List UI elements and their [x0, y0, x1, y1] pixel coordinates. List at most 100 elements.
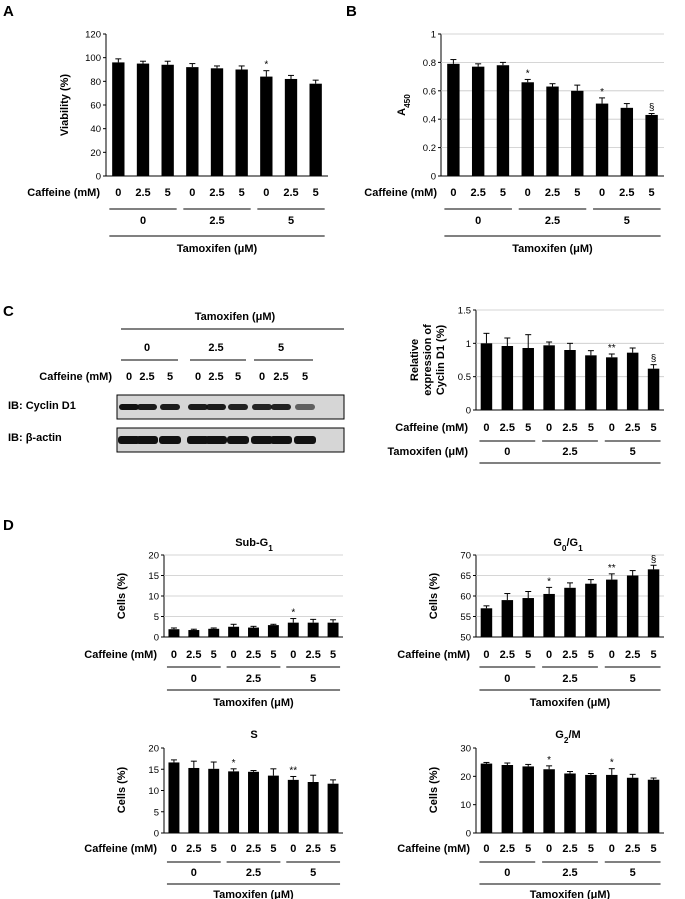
caffeine-level-label: 0	[290, 649, 296, 661]
y-tick-label: 80	[90, 77, 101, 88]
caffeine-level-label: 0	[290, 843, 296, 855]
tamoxifen-level-label: 5	[310, 673, 316, 685]
caffeine-level-label: 0	[483, 843, 489, 855]
bar	[543, 769, 555, 833]
caffeine-level-label: 5	[588, 649, 594, 661]
caffeine-level-label: 5	[650, 649, 656, 661]
caffeine-level-label: 0	[115, 187, 121, 199]
bar	[501, 765, 514, 833]
significance-mark: *	[600, 87, 604, 98]
y-axis-title: A450	[396, 94, 412, 116]
blot-tamoxifen-level: 5	[278, 342, 284, 354]
caffeine-level-label: 2.5	[306, 649, 321, 661]
bar	[606, 579, 618, 637]
tamoxifen-level-label: 5	[288, 215, 294, 227]
bar	[112, 62, 125, 176]
bar	[307, 782, 319, 833]
bar	[564, 587, 576, 637]
significance-mark: §	[651, 354, 657, 365]
caffeine-level-label: 0	[171, 843, 177, 855]
y-axis-title: Cells (%)	[116, 572, 128, 619]
y-tick-label: 20	[148, 551, 159, 562]
y-axis-title: Cells (%)	[116, 766, 128, 813]
caffeine-level-label: 0	[546, 843, 552, 855]
bar	[522, 598, 534, 637]
bar	[210, 68, 224, 176]
blot-caffeine-label: Caffeine (mM)	[39, 371, 112, 383]
significance-mark: *	[547, 755, 551, 766]
caffeine-level-label: 2.5	[500, 422, 515, 434]
caffeine-level-label: 0	[231, 843, 237, 855]
y-axis-title: Cells (%)	[428, 766, 440, 813]
bar	[471, 66, 485, 176]
caffeine-level-label: 2.5	[545, 187, 560, 199]
bar	[284, 78, 298, 176]
tamoxifen-level-label: 0	[504, 673, 510, 685]
y-tick-label: 0	[431, 172, 436, 183]
y-tick-label: 0	[96, 172, 101, 183]
tamoxifen-level-label: 5	[310, 867, 316, 879]
y-tick-label: 20	[148, 744, 159, 755]
bar	[501, 600, 514, 637]
tamoxifen-level-label: 2.5	[545, 215, 560, 227]
caffeine-level-label: 0	[189, 187, 195, 199]
panel-label-b: B	[346, 3, 357, 20]
tamoxifen-row-label: Tamoxifen (μM)	[388, 446, 469, 458]
y-tick-label: 15	[148, 765, 159, 776]
y-tick-label: 120	[85, 30, 101, 41]
caffeine-level-label: 2.5	[186, 649, 201, 661]
bar	[522, 766, 534, 833]
caffeine-level-label: 2.5	[619, 187, 634, 199]
chart-title: Sub-G1	[235, 537, 273, 553]
bar	[571, 90, 584, 176]
bar	[585, 774, 597, 833]
y-tick-label: 0	[154, 829, 159, 840]
caffeine-level-label: 5	[588, 843, 594, 855]
y-axis-title: Viability (%)	[59, 74, 71, 136]
cyclin-band	[160, 404, 180, 410]
caffeine-level-label: 5	[649, 187, 655, 199]
caffeine-row-label: Caffeine (mM)	[364, 187, 437, 199]
caffeine-level-label: 2.5	[625, 649, 640, 661]
bar	[208, 768, 220, 833]
caffeine-level-label: 0	[599, 187, 605, 199]
bar	[267, 625, 279, 637]
y-tick-label: 20	[90, 148, 101, 159]
caffeine-level-label: 5	[270, 843, 276, 855]
tamoxifen-row-label: Tamoxifen (μM)	[530, 697, 611, 709]
caffeine-level-label: 5	[525, 649, 531, 661]
caffeine-level-label: 2.5	[186, 843, 201, 855]
bar	[496, 65, 510, 176]
cyclin-band	[206, 404, 226, 410]
y-tick-label: 0.4	[423, 115, 436, 126]
caffeine-level-label: 5	[239, 187, 245, 199]
significance-mark: *	[291, 608, 295, 619]
y-tick-label: 10	[148, 786, 159, 797]
tamoxifen-level-label: 0	[191, 673, 197, 685]
bar	[248, 627, 259, 637]
y-tick-label: 15	[148, 571, 159, 582]
significance-mark: **	[608, 563, 616, 574]
y-tick-label: 20	[460, 772, 471, 783]
y-tick-label: 10	[148, 592, 159, 603]
cyclin-band	[228, 404, 248, 410]
bar	[543, 593, 555, 637]
caffeine-level-label: 5	[165, 187, 171, 199]
blot-tamoxifen-level: 0	[144, 342, 150, 354]
bar	[168, 629, 180, 637]
significance-mark: **	[608, 343, 616, 354]
tamoxifen-level-label: 0	[191, 867, 197, 879]
bar	[546, 86, 559, 176]
caffeine-level-label: 5	[588, 422, 594, 434]
tamoxifen-level-label: 0	[504, 867, 510, 879]
actin-band	[159, 436, 181, 444]
y-tick-label: 60	[460, 592, 471, 603]
tamoxifen-level-label: 5	[624, 215, 630, 227]
caffeine-level-label: 0	[483, 422, 489, 434]
y-tick-label: 10	[460, 800, 471, 811]
bar	[307, 622, 319, 637]
actin-band	[205, 436, 227, 444]
bar	[248, 771, 259, 833]
blot-caffeine-level: 2.5	[208, 371, 223, 383]
bar	[626, 575, 639, 637]
